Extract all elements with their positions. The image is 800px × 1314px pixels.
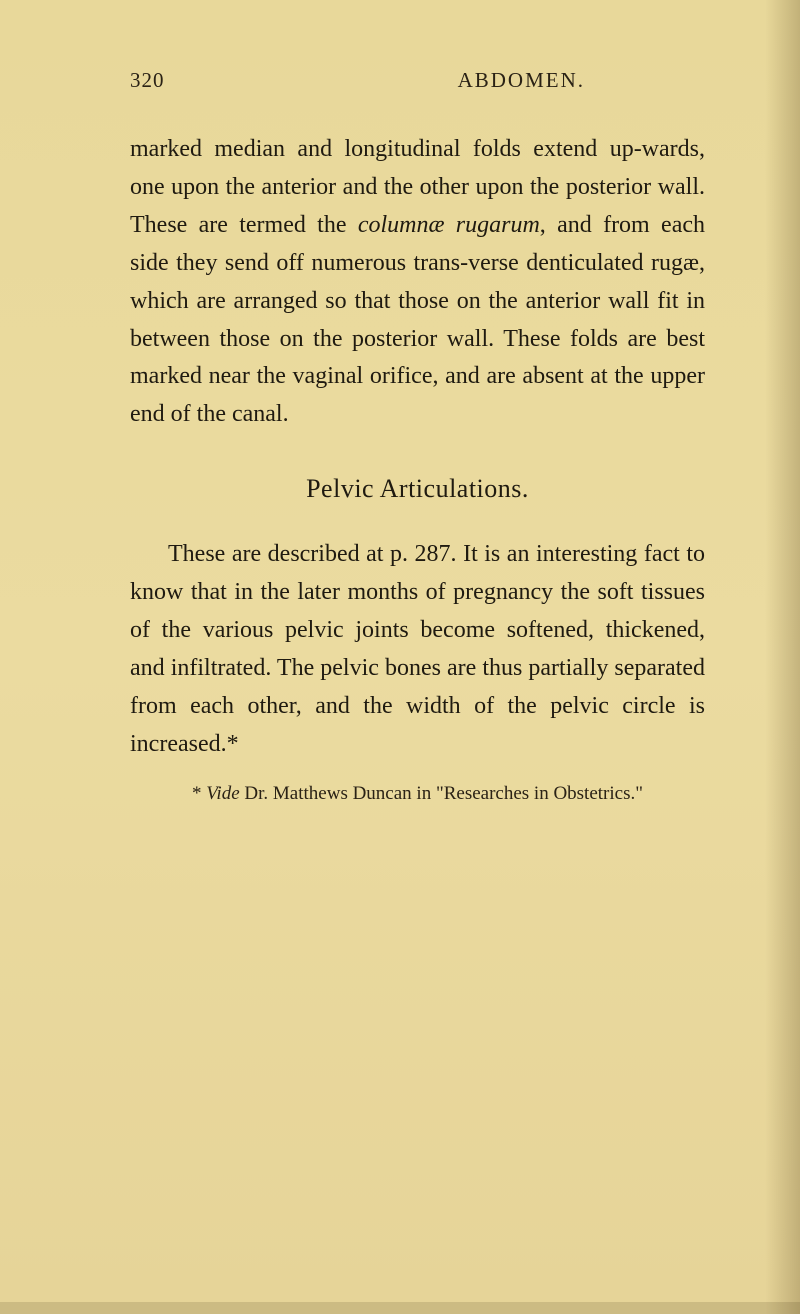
book-page: 320 ABDOMEN. marked median and longitudi… <box>0 0 800 1314</box>
footnote-italic: Vide <box>206 783 239 804</box>
paragraph-1-cont: , and from each side they send off numer… <box>130 212 705 428</box>
page-header: 320 ABDOMEN. <box>130 68 705 93</box>
footnote-post: Dr. Matthews Duncan in "Researches in Ob… <box>240 783 643 804</box>
footnote: * Vide Dr. Matthews Duncan in "Researche… <box>130 780 705 809</box>
paragraph-1-italic: columnæ rugarum <box>358 212 540 238</box>
paragraph-2: These are described at p. 287. It is an … <box>130 536 705 763</box>
page-number: 320 <box>130 68 165 93</box>
page-shadow-bottom <box>0 1302 800 1314</box>
page-shadow-right <box>765 0 800 1314</box>
section-heading: Pelvic Articulations. <box>130 474 705 504</box>
paragraph-1: marked median and longitudinal folds ext… <box>130 131 705 434</box>
paragraph-2-text: These are described at p. 287. It is an … <box>130 536 705 763</box>
chapter-title: ABDOMEN. <box>458 68 585 93</box>
footnote-pre: * <box>192 783 206 804</box>
